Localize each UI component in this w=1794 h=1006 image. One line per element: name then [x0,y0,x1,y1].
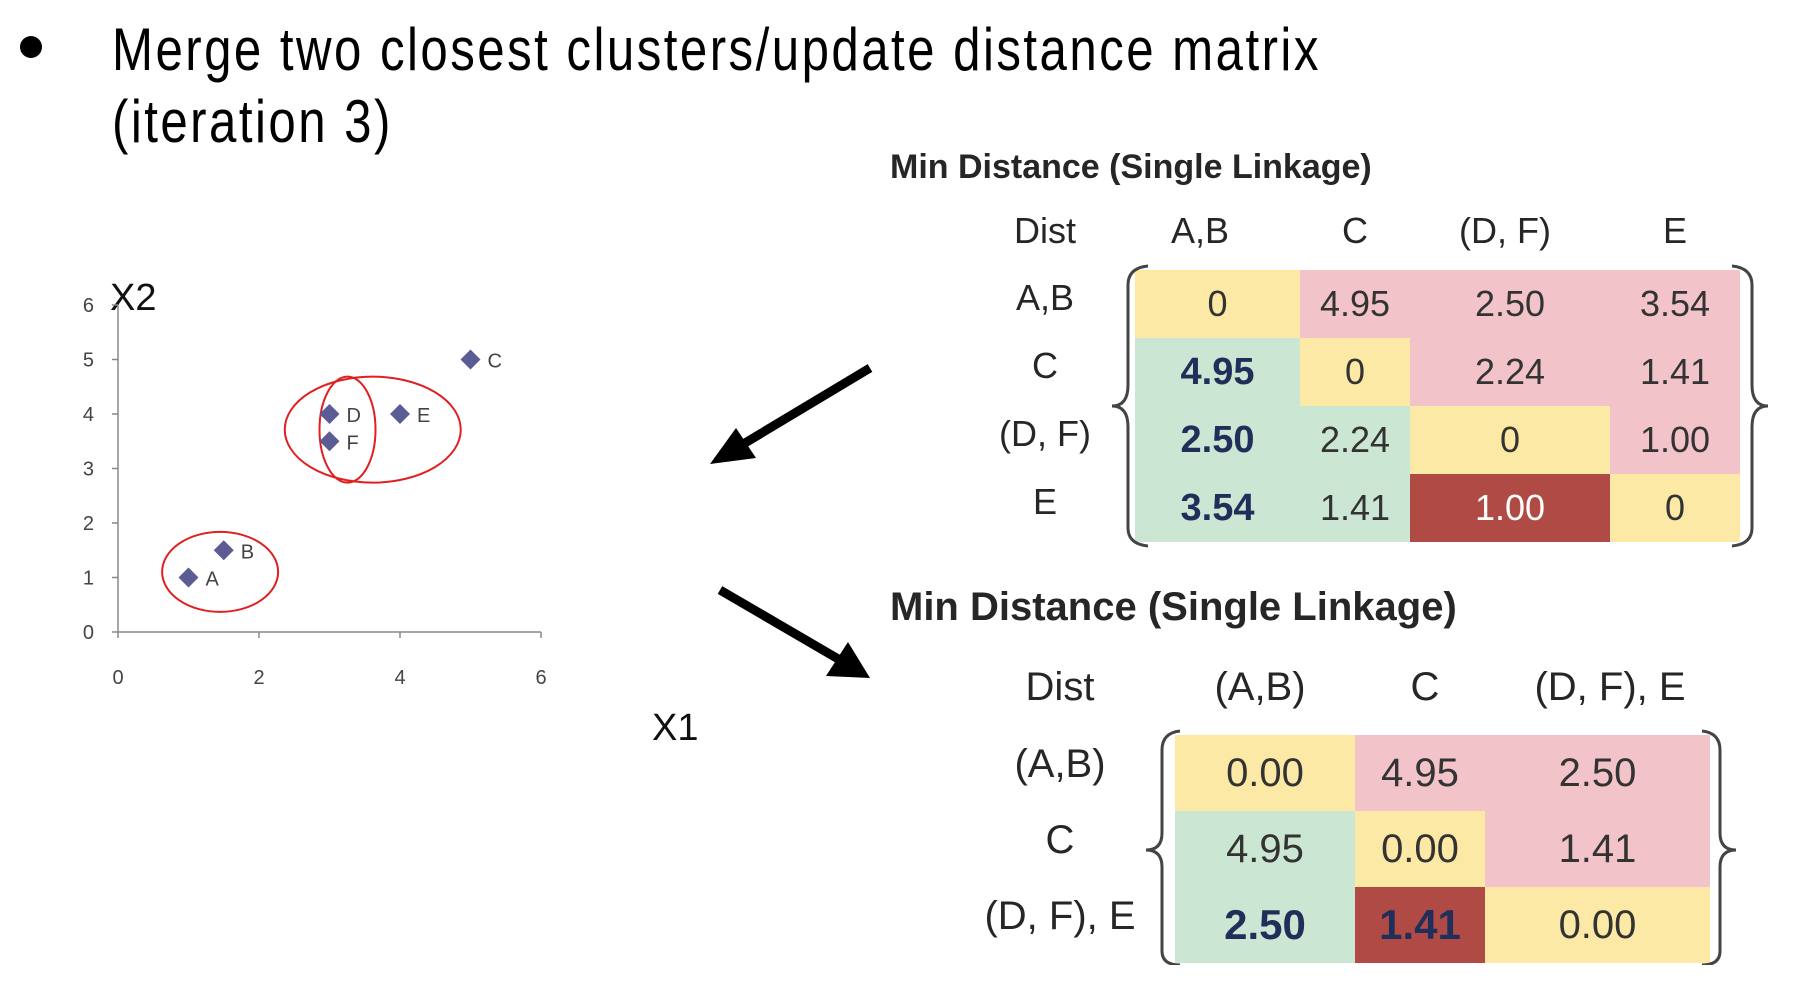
matrix2-col-header: (D, F), E [1534,665,1686,709]
arrow-left-line [737,364,873,450]
matrix1-col-header: (D, F) [1459,210,1551,251]
cluster-ellipse-dfe [283,375,462,484]
y-tick-label: 4 [83,404,94,426]
matrix1-cell: 1.00 [1610,406,1740,474]
matrix2-cell: 0.00 [1175,735,1355,811]
data-point-label: F [347,432,359,454]
matrix1-cell-highlight: 1.00 [1410,474,1610,542]
matrix2-cell: 4.95 [1355,735,1485,811]
matrix2-cell: 2.50 [1485,735,1710,811]
matrix2-cell: 0.00 [1485,887,1710,963]
data-point-label: D [347,405,361,427]
x-axis-label: X1 [652,707,698,749]
data-point-c [460,349,481,370]
matrix1-cell: 0 [1300,338,1410,406]
matrix1-cell: 3.54 [1610,270,1740,338]
matrix2-cell: 1.41 [1485,811,1710,887]
arrow-left-head [710,428,756,464]
matrix1-row-header: C [1032,345,1058,386]
arrows [710,364,873,678]
matrix1-cell: 0 [1410,406,1610,474]
matrix1-cell: 2.50 [1410,270,1610,338]
matrix2-corner: Dist [1025,665,1095,709]
matrix1-row-header: E [1032,481,1057,522]
matrix1-cell: 1.41 [1610,338,1740,406]
matrix2-col-header: C [1410,665,1440,709]
matrix1-cell: 2.24 [1410,338,1610,406]
data-point-d [319,404,340,424]
distance-matrix-iteration-3: Min Distance (Single Linkage) Dist (A,B)… [890,585,1770,965]
data-point-e [390,404,410,424]
bullet-dot [20,36,42,58]
matrix2-cell: 0.00 [1355,811,1485,887]
matrix1-cell: 1.41 [1300,474,1410,542]
matrix2-row-header: C [1045,818,1075,862]
x-tick-label: 6 [535,667,546,689]
matrix1-title: Min Distance (Single Linkage) [890,148,1372,186]
matrix2-cell: 2.50 [1175,887,1355,963]
y-axis-label: X2 [110,277,156,319]
matrix1-col-header: E [1662,210,1687,251]
y-tick-label: 3 [83,459,94,481]
cluster-ellipse-ab [161,530,280,613]
y-tick-label: 0 [83,622,94,644]
matrix1-row-header: A,B [1015,277,1075,318]
matrix1-cell: 0 [1135,270,1300,338]
matrix1-cell: 3.54 [1135,474,1300,542]
data-point-f [319,431,340,452]
matrix1-cell: 0 [1610,474,1740,542]
matrix1-col-header: A,B [1170,210,1230,251]
matrix2-cell-highlight: 1.41 [1355,887,1485,963]
matrix1-cell: 4.95 [1300,270,1410,338]
y-tick-label: 1 [83,568,94,590]
data-point-label: B [241,541,254,563]
x-tick-label: 2 [253,667,264,689]
x-tick-label: 0 [112,667,123,689]
scatter-chart: X2 X1 0 1 2 3 4 5 6 0 2 4 6 AB C D E F [83,277,699,749]
data-point-a [178,567,199,588]
data-point-label: E [417,405,430,427]
y-tick-label: 5 [83,350,94,372]
data-point-label: C [488,351,502,373]
matrix2-cell: 4.95 [1175,811,1355,887]
bullet-text: Merge two closest clusters/update distan… [112,16,1321,155]
data-point-label: A [206,569,220,591]
matrix1-cell: 4.95 [1135,338,1300,406]
cluster-ellipse-df [318,375,377,484]
matrix1-col-header: C [1342,210,1368,251]
matrix2-row-header: (D, F), E [984,894,1136,938]
arrow-right-line [717,586,843,664]
distance-matrix-iteration-2: Min Distance (Single Linkage) Dist A,B C… [890,140,1770,560]
matrix2-brackets [1145,729,1737,965]
matrix1-row-header: (D, F) [999,413,1091,454]
matrix2-title: Min Distance (Single Linkage) [890,585,1457,629]
x-tick-label: 4 [394,667,405,689]
matrix1-corner: Dist [1014,210,1076,251]
matrix1-cell: 2.24 [1300,406,1410,474]
data-point-b [213,540,234,561]
matrix2-col-header: (A,B) [1214,665,1306,709]
matrix2-row-header: (A,B) [1014,742,1106,786]
arrow-right-head [826,642,870,678]
matrix1-cell: 2.50 [1135,406,1300,474]
y-tick-label: 2 [83,513,94,535]
y-tick-label: 6 [83,295,94,317]
matrix1-brackets [1111,264,1769,548]
